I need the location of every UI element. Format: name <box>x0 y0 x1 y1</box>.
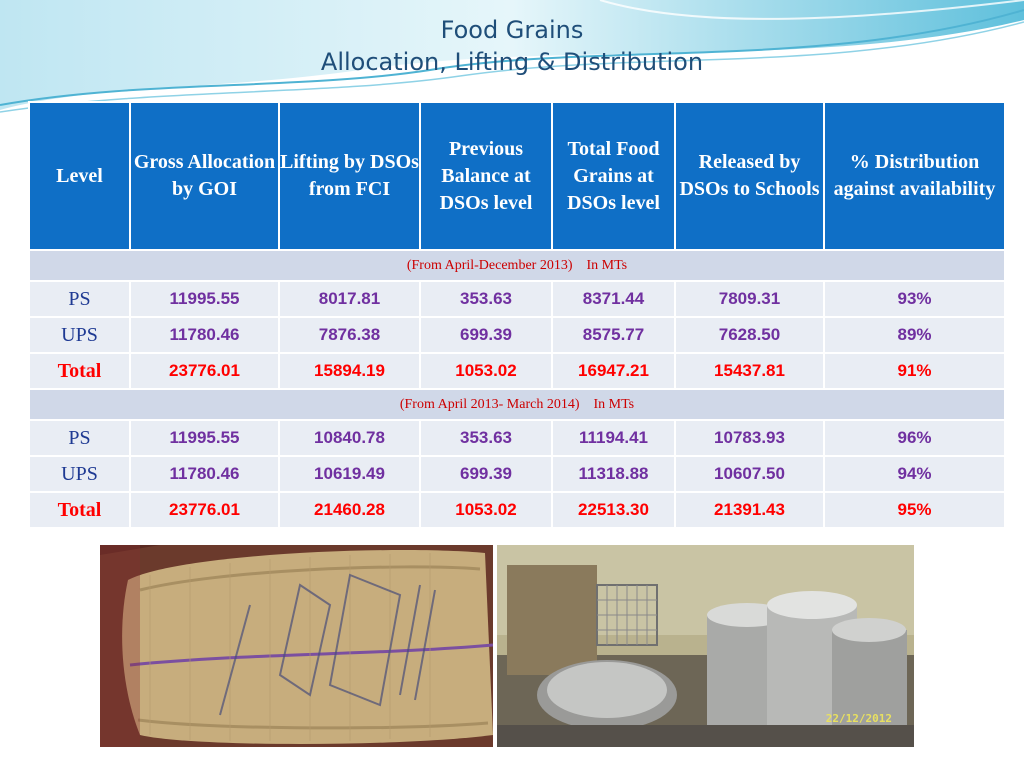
header-cell: Previous Balance at DSOs level <box>419 101 553 251</box>
table-cell: 91% <box>823 352 1006 390</box>
level-cell: UPS <box>28 316 131 354</box>
table-cell: 21391.43 <box>674 491 825 529</box>
header-cell: Released by DSOs to Schools <box>674 101 825 251</box>
table-cell: 15437.81 <box>674 352 825 390</box>
header-cell: Lifting by DSOs from FCI <box>278 101 421 251</box>
header-wave-decoration <box>0 0 1024 113</box>
table-cell: 15894.19 <box>278 352 421 390</box>
header-cell: Level <box>28 101 131 251</box>
section-note-row: (From April 2013- March 2014) In MTs <box>28 388 1006 421</box>
table-row: UPS 11780.46 10619.49 699.39 11318.88 10… <box>28 455 1006 493</box>
table-cell: 353.63 <box>419 280 553 318</box>
table-cell: 94% <box>823 455 1006 493</box>
table-cell: 11995.55 <box>129 280 280 318</box>
table-cell: 699.39 <box>419 316 553 354</box>
table-cell: 8371.44 <box>551 280 676 318</box>
level-cell: Total <box>28 491 131 529</box>
table-cell: 7809.31 <box>674 280 825 318</box>
level-cell: PS <box>28 419 131 457</box>
table-cell: 96% <box>823 419 1006 457</box>
section-note: (From April 2013- March 2014) In MTs <box>28 388 1006 421</box>
header-cell: % Distribution against availability <box>823 101 1006 251</box>
table-cell: 699.39 <box>419 455 553 493</box>
table-cell: 8575.77 <box>551 316 676 354</box>
table-cell: 1053.02 <box>419 352 553 390</box>
table-cell: 11995.55 <box>129 419 280 457</box>
photo-strip: 22/12/2012 <box>100 545 914 747</box>
table-cell: 22513.30 <box>551 491 676 529</box>
table-cell: 16947.21 <box>551 352 676 390</box>
level-cell: PS <box>28 280 131 318</box>
food-grains-table: Level Gross Allocation by GOI Lifting by… <box>28 101 1006 529</box>
section-note-row: (From April-December 2013) In MTs <box>28 249 1006 282</box>
table-cell: 21460.28 <box>278 491 421 529</box>
table-cell: 10619.49 <box>278 455 421 493</box>
slide-title: Food Grains Allocation, Lifting & Distri… <box>0 14 1024 78</box>
storage-containers-photo: 22/12/2012 <box>497 545 914 747</box>
section-note: (From April-December 2013) In MTs <box>28 249 1006 282</box>
table-cell: 7628.50 <box>674 316 825 354</box>
table-row: PS 11995.55 8017.81 353.63 8371.44 7809.… <box>28 280 1006 318</box>
table-cell: 11318.88 <box>551 455 676 493</box>
table-cell: 11194.41 <box>551 419 676 457</box>
table-cell: 11780.46 <box>129 316 280 354</box>
table-cell: 10607.50 <box>674 455 825 493</box>
table-cell: 23776.01 <box>129 352 280 390</box>
table-cell: 8017.81 <box>278 280 421 318</box>
table-total-row: Total 23776.01 15894.19 1053.02 16947.21… <box>28 352 1006 390</box>
level-cell: Total <box>28 352 131 390</box>
table-row: UPS 11780.46 7876.38 699.39 8575.77 7628… <box>28 316 1006 354</box>
table-cell: 353.63 <box>419 419 553 457</box>
header-cell: Total Food Grains at DSOs level <box>551 101 676 251</box>
grain-sack-photo <box>100 545 493 747</box>
title-line-1: Food Grains <box>440 16 584 44</box>
photo-date-stamp: 22/12/2012 <box>825 712 892 725</box>
table-total-row: Total 23776.01 21460.28 1053.02 22513.30… <box>28 491 1006 529</box>
table-cell: 23776.01 <box>129 491 280 529</box>
table-cell: 93% <box>823 280 1006 318</box>
header-cell: Gross Allocation by GOI <box>129 101 280 251</box>
level-cell: UPS <box>28 455 131 493</box>
table-cell: 10840.78 <box>278 419 421 457</box>
table-cell: 11780.46 <box>129 455 280 493</box>
table-row: PS 11995.55 10840.78 353.63 11194.41 107… <box>28 419 1006 457</box>
table-cell: 7876.38 <box>278 316 421 354</box>
table-cell: 89% <box>823 316 1006 354</box>
table-header-row: Level Gross Allocation by GOI Lifting by… <box>28 101 1006 251</box>
table-cell: 1053.02 <box>419 491 553 529</box>
table-cell: 95% <box>823 491 1006 529</box>
table-cell: 10783.93 <box>674 419 825 457</box>
title-line-2: Allocation, Lifting & Distribution <box>320 48 704 76</box>
